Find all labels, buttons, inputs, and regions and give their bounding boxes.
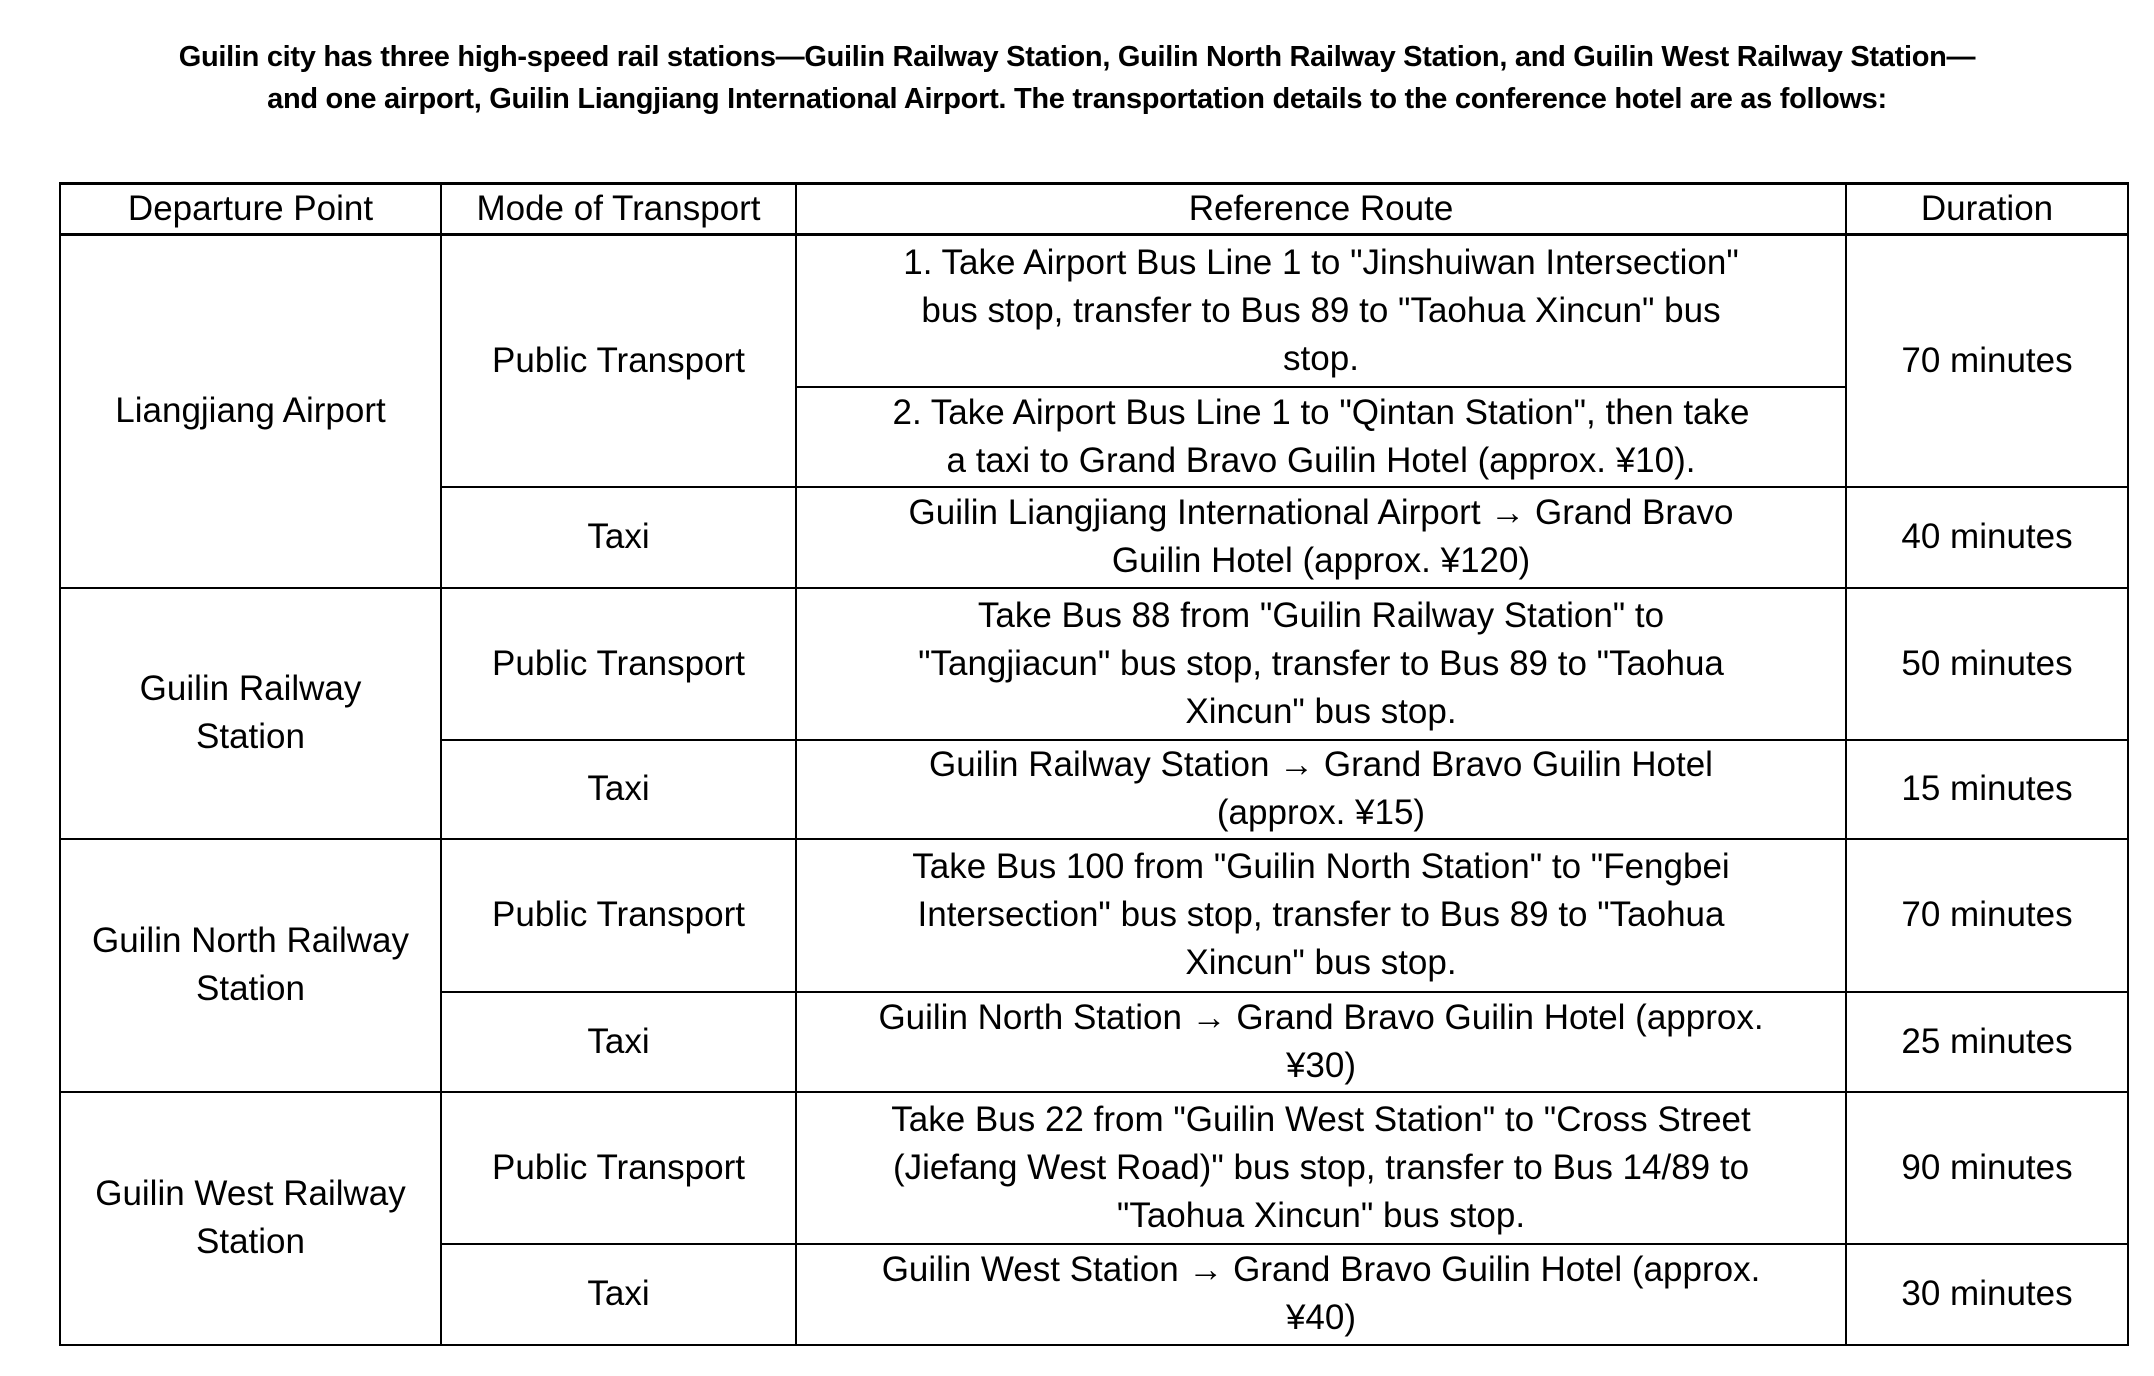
route-cell: Guilin Railway Station → Grand Bravo Gui… [795, 738, 1847, 840]
duration-cell: 50 minutes [1845, 586, 2129, 741]
departure-cell: Guilin West Railway Station [59, 1090, 442, 1346]
header-duration: Duration [1845, 182, 2129, 236]
table-row: Guilin West Railway Station Public Trans… [59, 1090, 2129, 1346]
header-row: Departure Point Mode of Transport Refere… [59, 182, 2129, 236]
departure-cell: Liangjiang Airport [59, 233, 442, 589]
table-row: Taxi Guilin North Station → Grand Bravo … [60, 990, 2129, 1093]
table-row: Guilin Railway Station Public Transport … [59, 586, 2129, 840]
mode-cell: Public Transport [440, 586, 797, 741]
mode-cell: Taxi [440, 1242, 797, 1346]
duration-cell: 15 minutes [1845, 738, 2129, 840]
route-cell: Guilin Liangjiang International Airport … [795, 485, 1847, 589]
duration-cell: 70 minutes [1845, 233, 2129, 488]
mode-cell: Public Transport [440, 1090, 797, 1245]
header-departure: Departure Point [59, 182, 442, 236]
duration-cell: 40 minutes [1845, 485, 2129, 589]
header-mode: Mode of Transport [440, 182, 797, 236]
header-route: Reference Route [795, 182, 1847, 236]
intro-line-2: and one airport, Guilin Liangjiang Inter… [267, 83, 1887, 115]
route-cell: Take Bus 100 from "Guilin North Station"… [795, 837, 1847, 993]
table-row: 2. Take Airport Bus Line 1 to "Qintan St… [60, 385, 2128, 488]
mode-cell: Taxi [440, 485, 797, 589]
mode-cell: Taxi [440, 738, 797, 840]
mode-cell: Taxi [440, 990, 797, 1093]
route-cell: Take Bus 22 from "Guilin West Station" t… [795, 1090, 1847, 1245]
intro-line-1: Guilin city has three high-speed rail st… [178, 41, 1976, 73]
table-row: Liangjiang Airport Public Transport 1. T… [59, 233, 2129, 589]
duration-cell: 25 minutes [1845, 990, 2129, 1093]
departure-cell: Guilin Railway Station [59, 586, 442, 840]
route-cell: Take Bus 88 from "Guilin Railway Station… [795, 586, 1847, 741]
route-cell: Guilin West Station → Grand Bravo Guilin… [795, 1242, 1847, 1346]
intro-text: Guilin city has three high-speed rail st… [40, 36, 2114, 120]
duration-cell: 70 minutes [1845, 837, 2129, 993]
table-row: Guilin North Railway Station Public Tran… [59, 837, 2129, 1093]
route-cell: Guilin North Station → Grand Bravo Guili… [795, 990, 1847, 1093]
table-row: Taxi Guilin Liangjiang International Air… [60, 485, 2129, 589]
duration-cell: 90 minutes [1845, 1090, 2129, 1245]
table-row: Taxi Guilin West Station → Grand Bravo G… [60, 1242, 2129, 1346]
departure-cell: Guilin North Railway Station [59, 837, 442, 1093]
route-cell: 2. Take Airport Bus Line 1 to "Qintan St… [795, 385, 1847, 488]
transport-table: Departure Point Mode of Transport Refere… [59, 182, 2129, 1346]
route-cell: 1. Take Airport Bus Line 1 to "Jinshuiwa… [795, 233, 1847, 388]
mode-cell: Public Transport [440, 233, 797, 488]
duration-cell: 30 minutes [1845, 1242, 2129, 1346]
mode-cell: Public Transport [440, 837, 797, 993]
table-row: Taxi Guilin Railway Station → Grand Brav… [60, 738, 2129, 840]
